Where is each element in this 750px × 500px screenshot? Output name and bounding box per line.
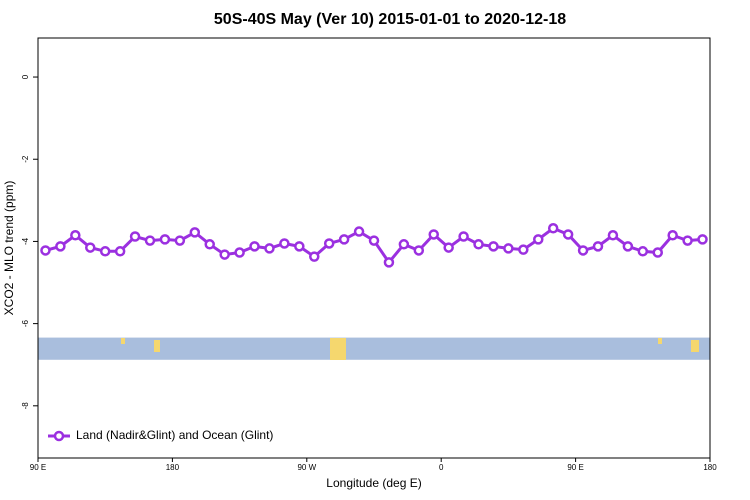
x-tick-label: 180 [703,463,717,472]
point [637,246,649,257]
point [85,242,96,253]
x-tick-label: 0 [439,463,444,472]
point [622,241,634,252]
point [413,245,425,256]
land-ocean-band [38,337,710,360]
point [99,246,111,257]
point [70,230,81,241]
point [114,246,126,257]
plot-frame [37,37,711,459]
point [458,231,469,242]
point [249,241,260,252]
point [398,239,410,250]
point [159,234,171,245]
point [428,229,439,240]
x-tick-label: 180 [166,463,180,472]
point [533,234,544,245]
legend-label: Land (Nadir&Glint) and Ocean (Glint) [76,428,273,442]
y-tick-label: -6 [21,320,30,328]
point [547,223,559,234]
point [383,257,395,268]
x-tick-label: 90 W [297,463,316,472]
point [652,247,663,258]
y-tick-label: -8 [21,402,30,410]
point [323,238,335,249]
land-patches [121,338,699,360]
band-rect [38,337,710,360]
point [338,234,350,245]
point [264,243,275,254]
point [592,241,604,252]
x-axis-label: Longitude (deg E) [326,476,421,490]
point [204,239,215,250]
point [174,235,186,246]
point [577,245,589,256]
point [488,241,499,252]
y-tick-label: 0 [21,74,30,79]
point [667,230,678,241]
point [309,251,320,262]
point [682,235,693,246]
point [697,234,708,245]
point [55,241,66,252]
point [144,235,156,246]
point [219,249,230,260]
point [562,229,574,240]
point [234,247,245,258]
y-axis-label: XCO2 - MLO trend (ppm) [2,181,16,316]
point [353,226,365,237]
y-tick-label: -4 [21,237,30,245]
point [129,231,141,242]
point [189,227,201,238]
x-tick-label: 90 E [567,463,583,472]
point [503,243,514,254]
point [368,235,380,246]
point [279,238,290,249]
point [294,241,305,252]
point [518,244,529,255]
point [607,230,619,241]
point [473,239,484,250]
point [40,245,51,256]
x-tick-label: 90 E [30,463,46,472]
legend-marker [53,430,65,442]
y-tick-label: -2 [21,155,30,163]
chart-title: 50S-40S May (Ver 10) 2015-01-01 to 2020-… [214,11,566,28]
point [443,242,454,253]
